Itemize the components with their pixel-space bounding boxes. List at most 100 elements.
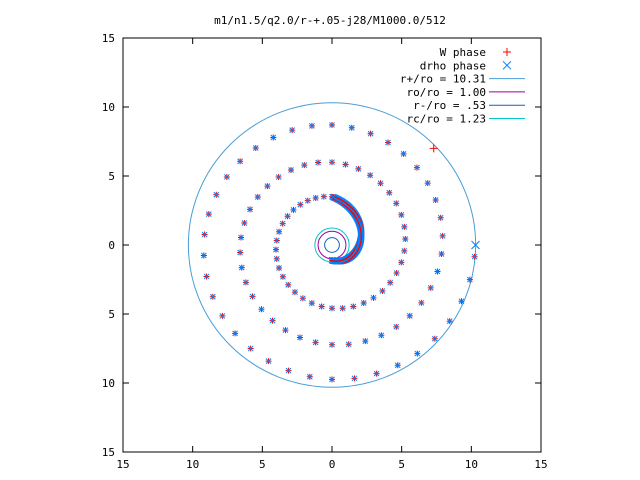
drho-phase-point <box>273 246 279 253</box>
drho-phase-point <box>280 273 286 280</box>
drho-phase-point <box>265 358 272 364</box>
drho-phase-point <box>304 197 311 204</box>
drho-phase-point <box>270 134 277 141</box>
drho-phase-point <box>285 367 292 374</box>
drho-phase-point <box>360 300 367 306</box>
drho-phase-point <box>254 194 261 200</box>
drho-phase-point <box>300 295 306 302</box>
drho-phase-point <box>394 362 401 369</box>
drho-phase-point <box>269 317 276 324</box>
drho-phase-point <box>345 341 352 348</box>
drho-phase-point <box>386 189 393 196</box>
drho-phase-point <box>379 288 386 294</box>
drho-phase-point <box>238 234 244 241</box>
drho-phase-point <box>370 294 377 301</box>
legend-marker <box>502 60 512 70</box>
drho-phase-point <box>232 330 238 337</box>
drho-phase-point <box>339 305 346 312</box>
drho-phase-point <box>418 299 425 306</box>
drho-phase-point <box>308 300 315 306</box>
drho-phase-point <box>367 130 374 137</box>
drho-phase-point <box>329 341 335 348</box>
drho-phase-point <box>201 231 208 238</box>
legend-label: r+/ro = 10.31 <box>400 73 486 86</box>
drho-phase-point <box>377 180 384 187</box>
drho-phase-point <box>427 285 434 291</box>
drho-phase-point <box>378 332 385 339</box>
drho-phase-point <box>367 172 373 179</box>
drho-phase-point <box>288 167 294 173</box>
drho-phase-point <box>276 265 282 271</box>
w-phase-point <box>429 144 438 153</box>
drho-phase-point <box>243 279 249 286</box>
y-tick-label: 15 <box>102 446 115 459</box>
drho-phase-point <box>276 228 282 235</box>
drho-phase-point <box>342 161 349 168</box>
drho-phase-point <box>238 264 245 271</box>
drho-phase-point <box>355 166 362 172</box>
drho-phase-point <box>406 313 413 319</box>
drho-phase-point <box>285 282 292 288</box>
drho-phase-point <box>348 124 355 131</box>
drho-phase-point <box>393 200 400 207</box>
drho-phase-point <box>306 373 313 380</box>
drho-phase-point <box>398 212 405 218</box>
drho-phase-point <box>362 338 369 345</box>
drho-phase-point <box>312 339 319 346</box>
drho-phase-point <box>431 335 438 342</box>
drho-phase-point <box>203 273 210 280</box>
drho-phase-point <box>205 211 212 217</box>
legend-label: W phase <box>440 46 486 59</box>
legend-label: rc/ro = 1.23 <box>407 113 486 126</box>
drho-phase-point <box>329 159 335 166</box>
y-tick-label: 5 <box>108 170 115 183</box>
drho-phase-point <box>318 303 325 310</box>
drho-phase-point <box>279 220 286 227</box>
y-tick-label: 10 <box>102 377 115 390</box>
drho-phase-point <box>385 139 391 146</box>
drho-phase-point <box>213 191 220 198</box>
x-tick-label: 10 <box>465 458 478 471</box>
y-tick-label: 0 <box>108 239 115 252</box>
phase-points <box>200 121 480 383</box>
drho-phase-point <box>398 259 405 266</box>
x-tick-label: 0 <box>329 458 336 471</box>
drho-phase-point <box>209 293 216 300</box>
drho-phase-point <box>321 193 327 200</box>
drho-phase-point <box>424 180 431 186</box>
drho-phase-point <box>312 195 319 201</box>
drho-phase-point <box>329 122 335 128</box>
drho-phase-point <box>432 197 439 203</box>
chart-title: m1/n1.5/q2.0/r-+.05-j28/M1000.0/512 <box>214 14 446 27</box>
drho-phase-point <box>223 174 230 180</box>
drho-phase-point <box>414 350 421 357</box>
legend-label: r-/ro = .53 <box>413 99 486 112</box>
drho-phase-point <box>284 213 291 220</box>
drho-phase-point <box>437 214 444 221</box>
drho-phase-point <box>329 193 337 201</box>
drho-phase-point <box>200 252 207 259</box>
x-tick-label: 5 <box>259 458 266 471</box>
legend-marker <box>503 48 511 56</box>
drho-phase-point <box>401 224 408 230</box>
drho-phase-point <box>329 305 335 312</box>
radius-circle <box>324 237 340 253</box>
drho-phase-point <box>219 313 226 319</box>
y-tick-label: 15 <box>102 32 115 45</box>
drho-phase-point <box>273 237 280 244</box>
drho-phase-point <box>309 123 315 129</box>
drho-phase-point <box>252 145 259 151</box>
drho-phase-point <box>297 334 303 341</box>
drho-phase-point <box>247 206 253 213</box>
drho-phase-point <box>350 303 357 310</box>
drho-phase-point <box>458 298 465 305</box>
drho-phase-point <box>282 327 289 334</box>
drho-phase-point <box>290 207 297 213</box>
y-tick-label: 10 <box>102 101 115 114</box>
drho-phase-point <box>351 375 358 382</box>
drho-phase-point <box>393 323 400 330</box>
drho-phase-point <box>438 251 445 257</box>
